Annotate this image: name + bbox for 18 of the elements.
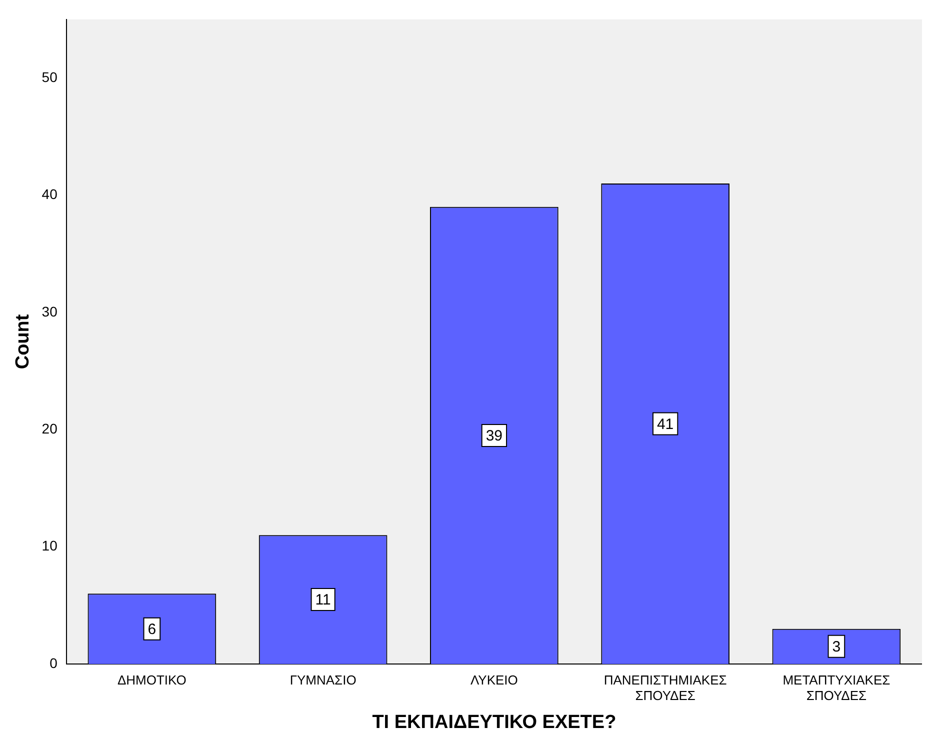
x-tick-label: ΛΥΚΕΙΟ: [470, 672, 518, 688]
data-label: 3: [832, 638, 841, 656]
x-tick-label: ΓΥΜΝΑΣΙΟ: [290, 672, 356, 688]
data-label: 39: [486, 428, 503, 445]
y-axis-title: Count: [12, 314, 34, 370]
x-axis-title: ΤΙ ΕΚΠΑΙΔΕΥΤΙΚΟ ΕΧΕΤΕ?: [372, 712, 616, 733]
y-tick-label: 20: [42, 420, 58, 436]
y-tick-label: 30: [42, 303, 58, 320]
data-label: 11: [315, 592, 331, 609]
y-tick-label: 40: [42, 186, 58, 202]
x-tick-label: ΠΑΝΕΠΙΣΤΗΜΙΑΚΕΣ ΣΠΟΥΔΕΣ: [604, 672, 727, 703]
x-tick-label: ΜΕΤΑΠΤΥΧΙΑΚΕΣ ΣΠΟΥΔΕΣ: [782, 672, 890, 703]
y-tick-label: 0: [50, 654, 58, 671]
x-tick-label: ΔΗΜΟΤΙΚΟ: [117, 672, 186, 688]
y-tick-label: 10: [42, 538, 58, 554]
data-label: 41: [656, 416, 674, 433]
y-tick-label: 50: [42, 68, 58, 85]
data-label: 6: [148, 620, 156, 638]
